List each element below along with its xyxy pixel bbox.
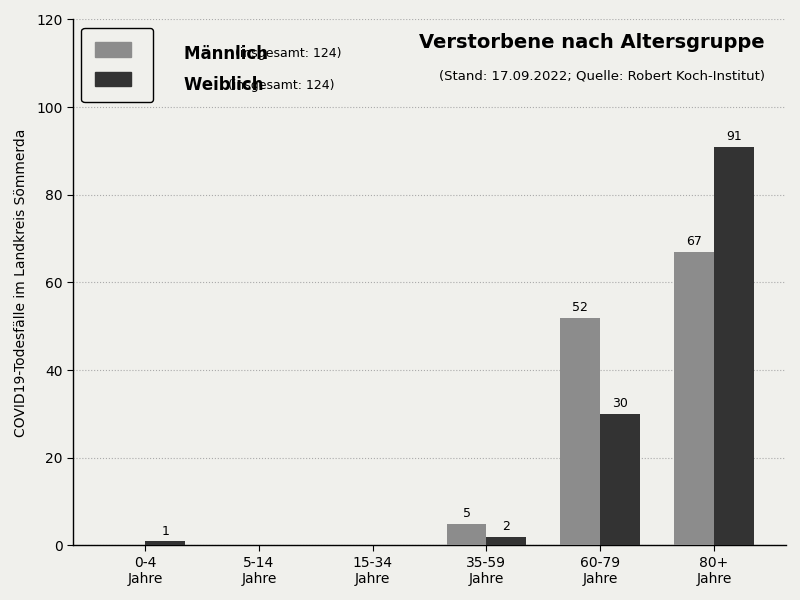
Text: 30: 30 [612, 397, 628, 410]
Bar [446, 524, 486, 545]
Y-axis label: COVID19-Todesfälle im Landkreis Sömmerda: COVID19-Todesfälle im Landkreis Sömmerda [14, 128, 28, 437]
Text: 67: 67 [686, 235, 702, 248]
Text: (insgesamt: 124): (insgesamt: 124) [229, 79, 335, 92]
Text: 2: 2 [502, 520, 510, 533]
Text: 5: 5 [462, 507, 470, 520]
Bar [560, 317, 600, 545]
Text: 52: 52 [572, 301, 588, 314]
Bar [714, 146, 754, 545]
Text: Verstorbene nach Altersgruppe: Verstorbene nach Altersgruppe [419, 32, 765, 52]
Text: (insgesamt: 124): (insgesamt: 124) [235, 47, 342, 60]
Bar [486, 537, 526, 545]
Bar [674, 252, 714, 545]
Bar [146, 541, 185, 545]
Bar [600, 414, 640, 545]
Text: Weiblich: Weiblich [183, 76, 269, 94]
Text: 1: 1 [161, 524, 169, 538]
Text: (Stand: 17.09.2022; Quelle: Robert Koch-Institut): (Stand: 17.09.2022; Quelle: Robert Koch-… [438, 70, 765, 82]
Text: 91: 91 [726, 130, 742, 143]
Legend: , : , [82, 28, 153, 102]
Text: Männlich: Männlich [183, 44, 274, 62]
